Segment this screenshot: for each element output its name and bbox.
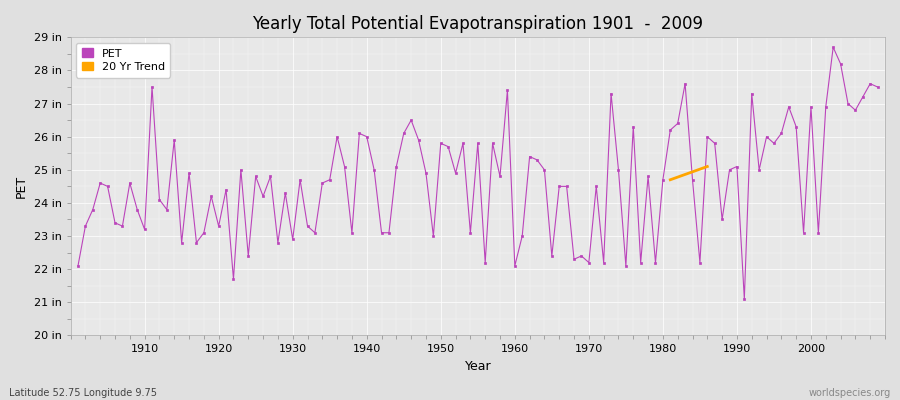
X-axis label: Year: Year (464, 360, 491, 373)
Text: worldspecies.org: worldspecies.org (809, 388, 891, 398)
Title: Yearly Total Potential Evapotranspiration 1901  -  2009: Yearly Total Potential Evapotranspiratio… (252, 15, 703, 33)
Legend: PET, 20 Yr Trend: PET, 20 Yr Trend (76, 43, 170, 78)
Y-axis label: PET: PET (15, 175, 28, 198)
Text: Latitude 52.75 Longitude 9.75: Latitude 52.75 Longitude 9.75 (9, 388, 157, 398)
